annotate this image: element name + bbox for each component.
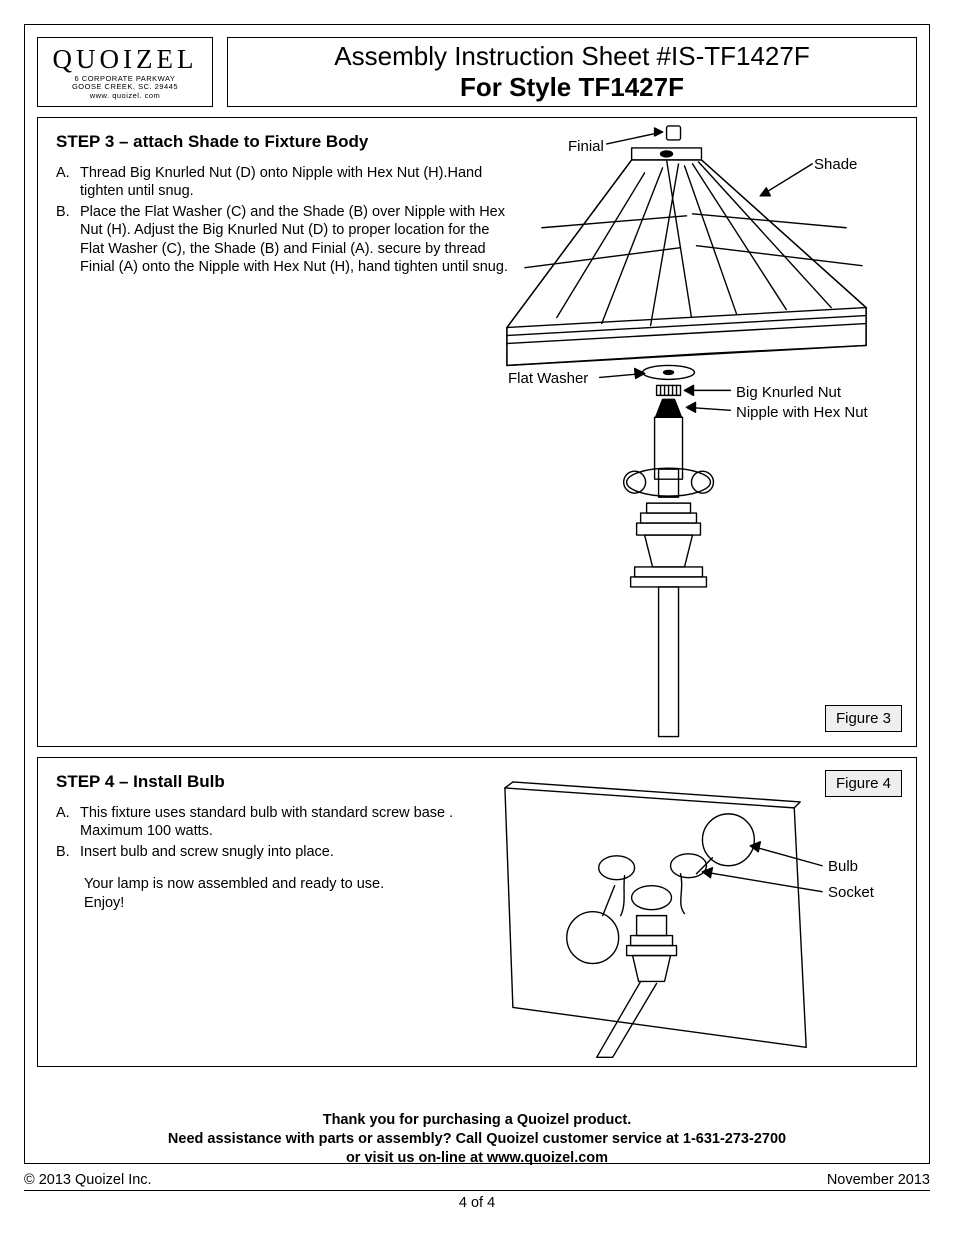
list-item: B. Insert bulb and screw snugly into pla…	[56, 843, 516, 861]
title-box: Assembly Instruction Sheet #IS-TF1427F F…	[227, 37, 917, 107]
list-item: B. Place the Flat Washer (C) and the Sha…	[56, 203, 516, 276]
list-item: A. This fixture uses standard bulb with …	[56, 804, 516, 840]
footer-thanks: Thank you for purchasing a Quoizel produ…	[24, 1111, 930, 1168]
step4-box: STEP 4 – Install Bulb A. This fixture us…	[37, 757, 917, 1067]
page-number: 4 of 4	[24, 1195, 930, 1211]
figure3-label: Figure 3	[825, 705, 902, 732]
callout-nipple: Nipple with Hex Nut	[736, 404, 868, 421]
brand-address: 6 CORPORATE PARKWAY GOOSE CREEK, SC. 294…	[72, 75, 178, 101]
footer-date: November 2013	[827, 1172, 930, 1188]
callout-big-knurled: Big Knurled Nut	[736, 384, 841, 401]
step3-title: STEP 3 – attach Shade to Fixture Body	[56, 132, 898, 152]
footer-row: © 2013 Quoizel Inc. November 2013	[24, 1172, 930, 1191]
page-frame: QUOIZEL 6 CORPORATE PARKWAY GOOSE CREEK,…	[24, 24, 930, 1164]
logo-box: QUOIZEL 6 CORPORATE PARKWAY GOOSE CREEK,…	[37, 37, 213, 107]
callout-shade: Shade	[814, 156, 857, 173]
title-line2: For Style TF1427F	[228, 72, 916, 103]
figure4-label: Figure 4	[825, 770, 902, 797]
step3-body: A. Thread Big Knurled Nut (D) onto Nippl…	[56, 164, 516, 276]
callout-finial: Finial	[568, 138, 604, 155]
step4-body: A. This fixture uses standard bulb with …	[56, 804, 516, 861]
copyright: © 2013 Quoizel Inc.	[24, 1172, 152, 1188]
callout-bulb: Bulb	[828, 858, 858, 875]
step4-closing: Your lamp is now assembled and ready to …	[84, 875, 514, 911]
brand-name: QUOIZEL	[53, 46, 198, 73]
header-row: QUOIZEL 6 CORPORATE PARKWAY GOOSE CREEK,…	[37, 37, 917, 107]
title-line1: Assembly Instruction Sheet #IS-TF1427F	[228, 41, 916, 72]
callout-socket: Socket	[828, 884, 874, 901]
step3-box: STEP 3 – attach Shade to Fixture Body A.…	[37, 117, 917, 747]
step4-title: STEP 4 – Install Bulb	[56, 772, 898, 792]
page-footer: Thank you for purchasing a Quoizel produ…	[24, 1111, 930, 1211]
list-item: A. Thread Big Knurled Nut (D) onto Nippl…	[56, 164, 516, 200]
callout-flat-washer: Flat Washer	[508, 370, 588, 387]
